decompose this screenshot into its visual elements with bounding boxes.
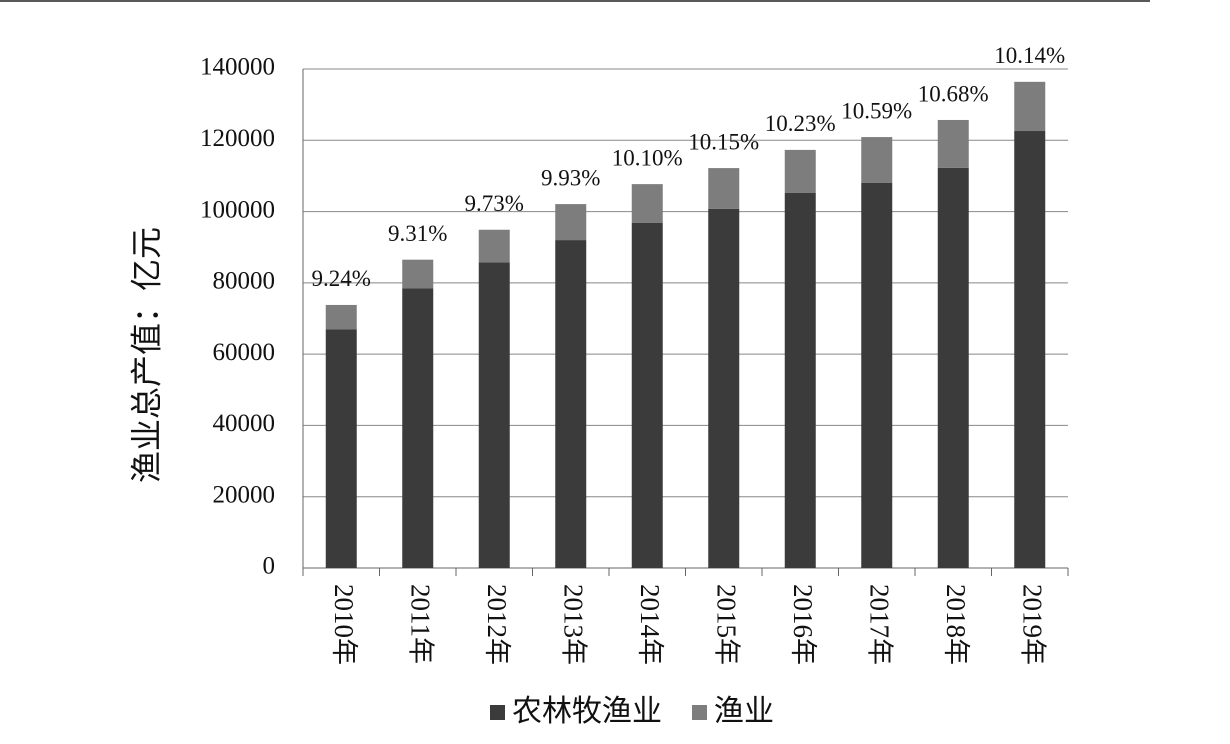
legend-swatch — [692, 705, 707, 720]
bar-annotation: 10.59% — [841, 98, 912, 123]
bar — [478, 262, 510, 568]
y-axis-label: 渔业总产值：亿元 — [128, 227, 164, 483]
bar — [325, 329, 357, 568]
bar-annotation: 9.31% — [388, 221, 447, 246]
x-tick-label: 2016年 — [788, 584, 818, 665]
bar — [861, 182, 893, 568]
bar-annotation: 10.10% — [612, 145, 683, 170]
bar — [402, 288, 434, 568]
x-tick-label: 2015年 — [712, 584, 742, 665]
bar — [325, 304, 357, 330]
x-tick-label: 2013年 — [559, 584, 589, 665]
y-tick-label: 100000 — [200, 196, 275, 223]
bar-annotation: 10.68% — [918, 81, 989, 106]
y-tick-label: 120000 — [200, 125, 275, 152]
bar — [861, 137, 893, 183]
bar — [708, 168, 740, 209]
bar — [784, 149, 816, 193]
bar — [631, 222, 663, 568]
bar — [402, 259, 434, 289]
y-tick-label: 80000 — [213, 268, 276, 295]
y-tick-label: 20000 — [213, 481, 276, 508]
y-tick-label: 0 — [263, 553, 276, 580]
y-tick-label: 60000 — [213, 339, 276, 366]
x-tick-label: 2011年 — [406, 584, 436, 664]
y-tick-label: 40000 — [213, 410, 276, 437]
x-tick-label: 2019年 — [1018, 584, 1048, 665]
y-tick-label: 140000 — [200, 54, 275, 81]
bar — [1014, 81, 1046, 132]
bar — [478, 229, 510, 263]
legend-label: 农林牧渔业 — [512, 695, 662, 728]
bar-annotation: 10.15% — [688, 129, 759, 154]
legend-swatch — [490, 705, 505, 720]
x-tick-label: 2018年 — [941, 584, 971, 665]
bar — [937, 119, 969, 168]
bar — [555, 204, 587, 241]
bar — [631, 184, 663, 223]
x-tick-label: 2017年 — [865, 584, 895, 665]
bar-annotation: 9.24% — [312, 266, 371, 291]
bar-annotation: 10.14% — [994, 43, 1065, 68]
x-tick-label: 2012年 — [482, 584, 512, 665]
bar — [784, 192, 816, 568]
bar — [937, 167, 969, 568]
bar — [555, 240, 587, 569]
bar — [708, 208, 740, 568]
bar-annotation: 9.73% — [465, 191, 524, 216]
bar — [1014, 131, 1046, 569]
bar-annotation: 10.23% — [765, 111, 836, 136]
x-tick-label: 2014年 — [635, 584, 665, 665]
legend-label: 渔业 — [714, 695, 774, 728]
bar-annotation: 9.93% — [541, 165, 600, 190]
x-tick-label: 2010年 — [329, 584, 359, 665]
